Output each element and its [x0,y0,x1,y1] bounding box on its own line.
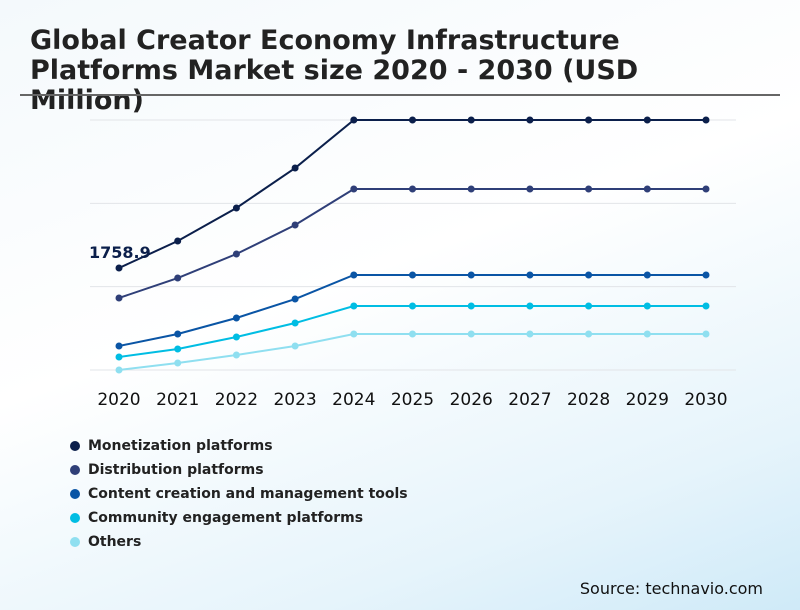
legend-item: Monetization platforms [70,434,408,458]
x-tick-label: 2025 [391,390,434,410]
data-point [350,185,358,193]
data-point [232,333,240,341]
data-point [291,164,299,172]
legend-label: Content creation and management tools [88,486,408,502]
data-point [643,116,651,124]
source-text: Source: technavio.com [579,579,763,598]
data-point [409,116,416,124]
legend: Monetization platforms Distribution platf… [70,434,408,554]
legend-item: Community engagement platforms [70,506,408,530]
data-point [174,237,182,245]
series-0 [115,116,710,272]
data-point [526,271,534,279]
legend-marker-icon [70,441,80,451]
data-point [526,116,534,124]
data-point [115,264,123,272]
legend-marker-icon [70,489,80,499]
series-3 [115,302,710,361]
data-point [350,271,358,279]
legend-label: Others [88,534,142,550]
series-line [118,188,706,299]
data-point [585,116,593,124]
data-point [467,271,475,279]
data-point [291,342,299,350]
chart-title: Global Creator Economy Infrastructure Pl… [30,25,639,116]
data-point [585,185,593,193]
x-tick-label: 2021 [156,390,199,410]
data-point [409,271,416,279]
data-point [643,185,651,193]
data-point [702,330,710,338]
x-tick-label: 2023 [273,390,316,410]
x-tick-label: 2020 [97,390,140,410]
data-point [643,271,651,279]
legend-item: Others [70,530,408,554]
data-point [291,295,299,303]
data-point [643,330,651,338]
series-4 [115,330,710,374]
x-tick-label: 2028 [567,390,610,410]
legend-label: Distribution platforms [88,462,264,478]
title-divider [20,94,780,96]
data-point [232,314,240,322]
x-tick-label: 2027 [508,390,551,410]
data-point [643,302,651,310]
data-point [291,319,299,327]
x-tick-label: 2022 [215,390,258,410]
legend-item: Distribution platforms [70,458,408,482]
data-point [585,271,593,279]
data-point [115,294,123,302]
data-point [467,185,475,193]
data-point [232,204,240,212]
series-line [118,332,706,371]
data-point [409,330,416,338]
x-tick-label: 2024 [332,390,375,410]
data-point [526,330,534,338]
data-point [174,274,182,282]
legend-item: Content creation and management tools [70,482,408,506]
data-point [467,302,475,310]
data-point [702,271,710,279]
legend-label: Community engagement platforms [88,510,364,526]
data-point [174,330,182,338]
legend-label: Monetization platforms [88,438,273,454]
x-tick-label: 2029 [626,390,669,410]
data-point [467,330,475,338]
data-point [350,116,358,124]
data-point [232,250,240,258]
data-point [526,185,534,193]
data-point [232,351,240,359]
data-point [291,221,299,229]
data-point [702,185,710,193]
x-tick-label: 2026 [450,390,493,410]
data-label: 1758.9 [89,243,151,262]
data-point [409,302,416,310]
data-point [115,342,123,350]
data-point [526,302,534,310]
legend-marker-icon [70,465,80,475]
data-point [409,185,416,193]
data-point [702,302,710,310]
series-1 [115,185,710,302]
data-point [350,302,358,310]
legend-marker-icon [70,513,80,523]
data-point [702,116,710,124]
data-point [585,302,593,310]
x-tick-label: 2030 [684,390,727,410]
series-2 [115,271,710,350]
series-line [118,119,706,269]
legend-marker-icon [70,537,80,547]
data-point [585,330,593,338]
data-point [174,359,182,367]
data-point [467,116,475,124]
data-point [350,330,358,338]
data-point [174,345,182,353]
data-point [115,366,123,374]
data-point [115,353,123,361]
